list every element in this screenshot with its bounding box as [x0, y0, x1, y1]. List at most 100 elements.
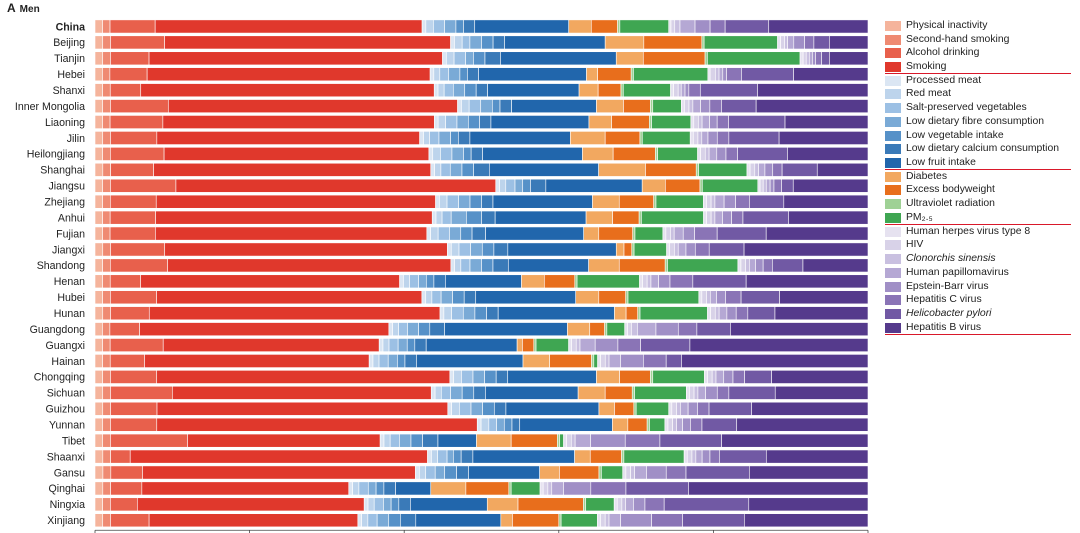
bar-segment [648, 115, 652, 129]
bar-segment [829, 51, 869, 66]
bar-segment [642, 274, 648, 289]
bar-segment [600, 513, 606, 528]
bar-row-sichuan [94, 385, 869, 400]
bar-segment [788, 210, 869, 225]
bar-segment [592, 194, 620, 209]
legend-label: Low fruit intake [906, 157, 976, 169]
bar-segment [614, 306, 627, 321]
bar-segment [463, 19, 476, 34]
bar-segment [406, 338, 416, 352]
bar-segment [793, 35, 805, 50]
bar-segment [674, 19, 681, 34]
bar-segment [110, 465, 143, 480]
bar-segment [425, 290, 433, 305]
bar-segment [638, 210, 642, 225]
y-tick-label: Anhui [58, 212, 85, 224]
bar-segment [597, 67, 632, 82]
bar-row-guangxi [94, 338, 869, 352]
bar-segment [670, 19, 676, 34]
y-tick-label: Henan [54, 276, 85, 288]
bar-segment [578, 83, 599, 98]
legend-swatch [885, 75, 901, 86]
bar-segment [718, 67, 724, 82]
bar-segment [664, 258, 668, 273]
bar-segment [575, 338, 581, 352]
bar-segment [620, 513, 652, 528]
bar-segment [642, 51, 706, 66]
bar-segment [510, 433, 558, 448]
bar-segment [464, 83, 477, 98]
bar-segment [440, 162, 451, 177]
bar-segment [500, 513, 513, 528]
bar-segment [641, 210, 704, 225]
bar-segment [634, 226, 664, 241]
bar-segment [559, 433, 564, 448]
bar-segment [469, 131, 571, 145]
bar-segment [473, 51, 486, 66]
bar-segment [449, 162, 463, 177]
bar-segment [583, 497, 587, 512]
bar-segment [590, 481, 627, 496]
bar-segment [566, 433, 572, 448]
y-tick-label: Gansu [54, 467, 85, 479]
bar-segment [639, 274, 643, 289]
bar-segment [497, 306, 615, 321]
bar-segment [407, 322, 419, 337]
legend-swatch [885, 171, 901, 182]
y-tick-label: Heilongjiang [27, 149, 85, 161]
bar-segment [493, 401, 507, 416]
bar-segment [676, 417, 683, 432]
legend-item: PM₂.₅ [885, 211, 1075, 225]
bar-segment [422, 433, 439, 448]
bar-segment [725, 290, 742, 305]
bar-segment [677, 83, 682, 98]
bar-segment [444, 19, 457, 34]
bar-row-hainan [94, 354, 869, 368]
bar-segment [425, 274, 435, 289]
bar-segment [701, 449, 711, 464]
bar-segment [604, 385, 633, 400]
bar-row-tibet [94, 433, 869, 448]
bar-segment [737, 147, 788, 161]
bar-segment [507, 242, 617, 257]
bar-segment [110, 290, 157, 305]
bar-segment [539, 465, 560, 480]
bar-segment [542, 481, 549, 496]
bar-segment [812, 51, 816, 66]
bar-segment [668, 401, 673, 416]
bar-segment [621, 497, 627, 512]
bar-segment [489, 162, 599, 177]
bar-segment [433, 19, 445, 34]
bar-segment [716, 131, 730, 145]
bar-segment [94, 370, 104, 384]
bar-segment [473, 162, 490, 177]
bar-segment [623, 242, 633, 257]
bar-segment [821, 51, 830, 66]
bar-segment [479, 115, 492, 129]
y-tick-label: Fujian [56, 228, 85, 240]
bar-segment [379, 433, 385, 448]
bar-segment [614, 401, 635, 416]
bar-segment [102, 162, 111, 177]
bar-segment [665, 178, 701, 193]
bar-segment [765, 178, 771, 193]
bar-segment [110, 417, 158, 432]
bar-segment [681, 354, 869, 368]
y-tick-label: Tibet [62, 435, 85, 447]
bar-segment [146, 67, 431, 82]
y-tick-label: Zhejiang [44, 197, 85, 209]
bar-segment [469, 258, 482, 273]
bar-segment [378, 338, 384, 352]
bar-segment [765, 226, 869, 241]
bar-segment [383, 481, 396, 496]
bar-segment [486, 497, 519, 512]
bar-segment [162, 338, 380, 352]
bar-segment [635, 401, 670, 416]
bar-segment [492, 194, 593, 209]
bar-segment [475, 290, 577, 305]
legend-item: Low vegetable intake [885, 129, 1075, 143]
bar-segment [110, 449, 131, 464]
bar-segment [484, 51, 501, 66]
bar-row-shandong [94, 258, 869, 273]
bar-segment [698, 162, 748, 177]
